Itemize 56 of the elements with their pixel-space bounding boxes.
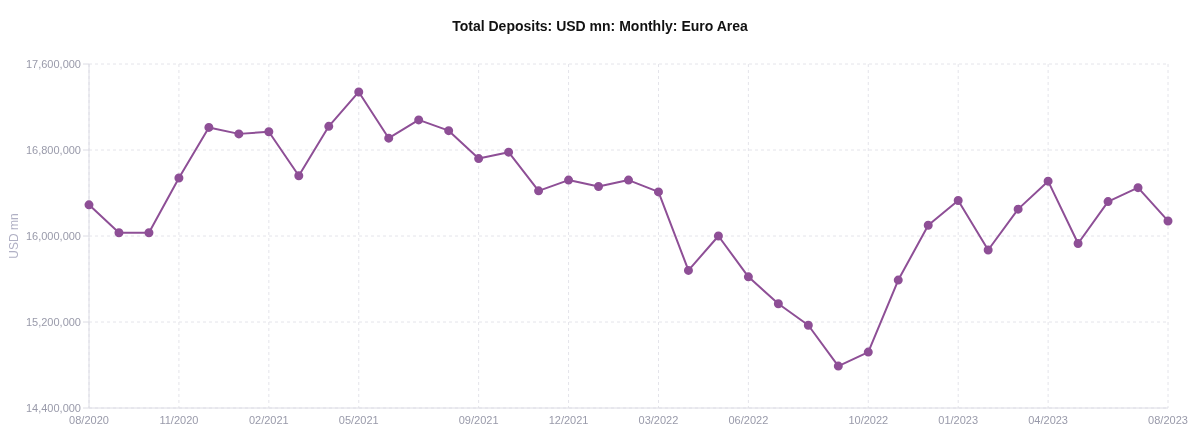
x-tick-label: 01/2023 [938, 413, 979, 426]
point [683, 265, 693, 275]
point [114, 228, 124, 238]
point [923, 220, 933, 230]
point [1013, 204, 1023, 214]
point [414, 115, 424, 125]
point [983, 245, 993, 255]
point [234, 129, 244, 139]
y-tick-label: 16,800,000 [25, 143, 81, 156]
point [384, 133, 394, 143]
point [144, 228, 154, 238]
point [893, 275, 903, 285]
y-tick-label: 17,600,000 [25, 57, 81, 70]
point [324, 121, 334, 131]
point [264, 127, 274, 137]
x-tick-label: 11/2020 [159, 413, 199, 426]
point [174, 173, 184, 183]
x-tick-label: 08/2020 [69, 413, 109, 426]
x-tick-label: 12/2021 [548, 413, 589, 426]
point [294, 171, 304, 181]
point [773, 299, 783, 309]
point [1133, 183, 1143, 193]
y-tick-label: 15,200,000 [25, 315, 81, 328]
x-tick-label: 09/2021 [458, 413, 499, 426]
x-tick-label: 03/2022 [638, 413, 679, 426]
point [1103, 197, 1113, 207]
point [953, 196, 963, 206]
point [504, 147, 514, 157]
point [204, 122, 214, 132]
point [624, 175, 633, 185]
point [1163, 216, 1173, 226]
point [743, 272, 753, 282]
point [534, 186, 544, 196]
point [1043, 176, 1053, 186]
y-axis-title: USD mn [7, 213, 22, 259]
point [564, 175, 574, 185]
x-tick-label: 04/2023 [1028, 413, 1068, 426]
y-tick-label: 16,000,000 [25, 229, 81, 242]
y-tick-label: 14,400,000 [25, 401, 81, 414]
point [833, 361, 843, 371]
point [1073, 239, 1083, 249]
chart-title: Total Deposits: USD mn: Monthly: Euro Area [451, 17, 749, 36]
x-tick-label: 02/2021 [248, 413, 289, 426]
point [594, 182, 604, 192]
x-tick-label: 05/2021 [338, 413, 379, 426]
x-tick-label: 06/2022 [728, 413, 769, 426]
point [653, 187, 663, 197]
point [474, 154, 484, 164]
point [713, 231, 723, 241]
point [444, 126, 454, 136]
point [354, 87, 364, 97]
point [863, 347, 873, 357]
point [84, 200, 94, 210]
point [803, 320, 813, 330]
x-tick-label: 10/2022 [848, 413, 889, 426]
x-tick-label: 08/2023 [1148, 413, 1188, 426]
